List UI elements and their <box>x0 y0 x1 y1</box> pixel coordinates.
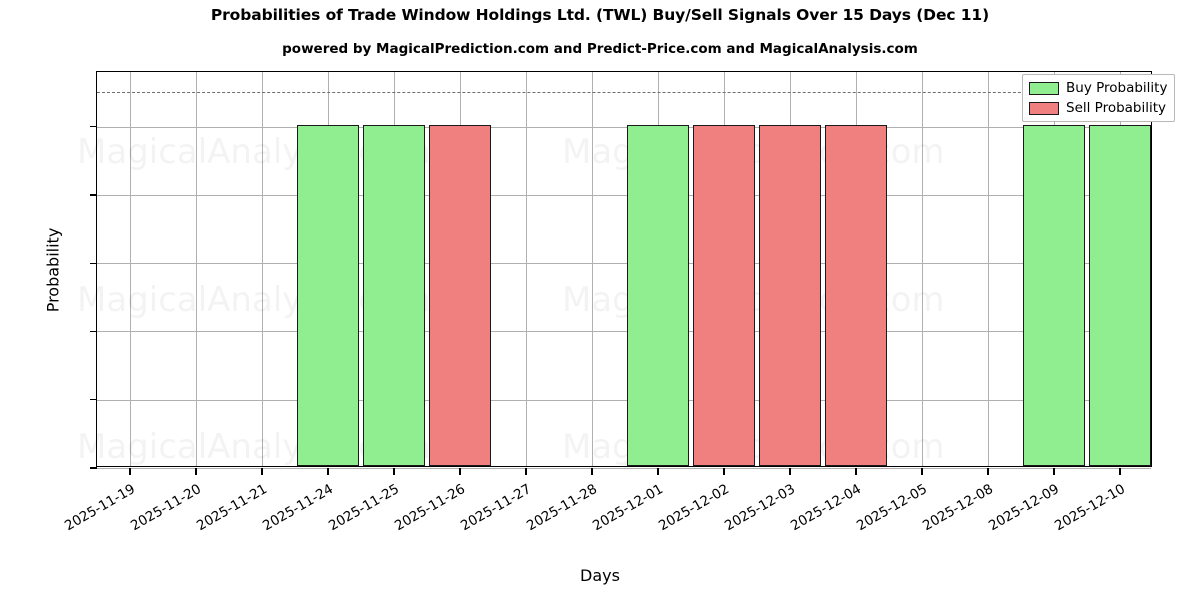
x-axis-tick <box>789 468 791 475</box>
plot-area: MagicalAnalysis.comMagicalPrediction.com… <box>44 71 1152 534</box>
x-axis-tick <box>129 468 131 475</box>
x-axis-tick <box>921 468 923 475</box>
legend-swatch-buy <box>1029 81 1059 95</box>
chart-subtitle: powered by MagicalPrediction.com and Pre… <box>282 41 918 57</box>
x-axis-tick <box>855 468 857 475</box>
x-axis-tick <box>987 468 989 475</box>
bar-buy-probability-2025-11-25 <box>362 124 425 466</box>
bar-buy-probability-2025-11-24 <box>296 124 359 466</box>
chart-title: Probabilities of Trade Window Holdings L… <box>210 6 990 24</box>
x-gridline <box>262 72 263 466</box>
x-gridline <box>592 72 593 466</box>
x-axis-title: Days <box>580 566 620 585</box>
x-axis-tick <box>1053 468 1055 475</box>
y-gridline <box>97 126 1151 128</box>
y-gridline <box>97 263 1151 265</box>
bar-sell-probability-2025-12-03 <box>758 124 821 466</box>
reference-dashed-line <box>97 92 1151 94</box>
x-axis-tick <box>393 468 395 475</box>
x-gridline <box>526 72 527 466</box>
reference-line-layer <box>97 72 1151 466</box>
bar-sell-probability-2025-11-26 <box>428 124 491 466</box>
y-axis-tick <box>90 399 97 401</box>
x-axis-tick <box>525 468 527 475</box>
y-axis-tick <box>90 194 97 196</box>
x-axis-tick <box>195 468 197 475</box>
x-gridline <box>988 72 989 466</box>
y-axis-tick <box>90 467 97 469</box>
x-axis-tick <box>591 468 593 475</box>
y-gridline <box>97 399 1151 401</box>
x-gridline <box>922 72 923 466</box>
y-gridline <box>97 194 1151 196</box>
bars-layer <box>97 72 1151 466</box>
x-axis-tick <box>327 468 329 475</box>
legend-item-sell: Sell Probability <box>1029 100 1167 116</box>
bar-buy-probability-2025-12-01 <box>626 124 689 466</box>
y-gridline <box>97 331 1151 333</box>
x-gridline <box>196 72 197 466</box>
bar-sell-probability-2025-12-02 <box>692 124 755 466</box>
legend-label-sell: Sell Probability <box>1066 100 1167 116</box>
x-gridline <box>130 72 131 466</box>
y-gridline <box>97 468 1151 469</box>
bar-buy-probability-2025-12-09 <box>1022 124 1085 466</box>
legend-swatch-sell <box>1029 101 1059 115</box>
y-axis-tick <box>90 125 97 128</box>
x-axis-tick <box>1119 468 1121 475</box>
x-axis-tick <box>261 468 263 475</box>
bar-sell-probability-2025-12-04 <box>824 124 887 466</box>
x-axis-tick <box>723 468 725 475</box>
legend-item-buy: Buy Probability <box>1029 80 1167 96</box>
legend-label-buy: Buy Probability <box>1066 80 1168 96</box>
y-axis-tick <box>90 262 97 264</box>
x-axis-tick <box>657 468 659 475</box>
bar-buy-probability-2025-12-10 <box>1088 124 1151 466</box>
y-axis-title: Probability <box>43 227 63 313</box>
y-axis-tick <box>90 330 97 333</box>
chart-legend: Buy Probability Sell Probability <box>1022 74 1176 122</box>
x-axis-tick <box>459 468 461 475</box>
